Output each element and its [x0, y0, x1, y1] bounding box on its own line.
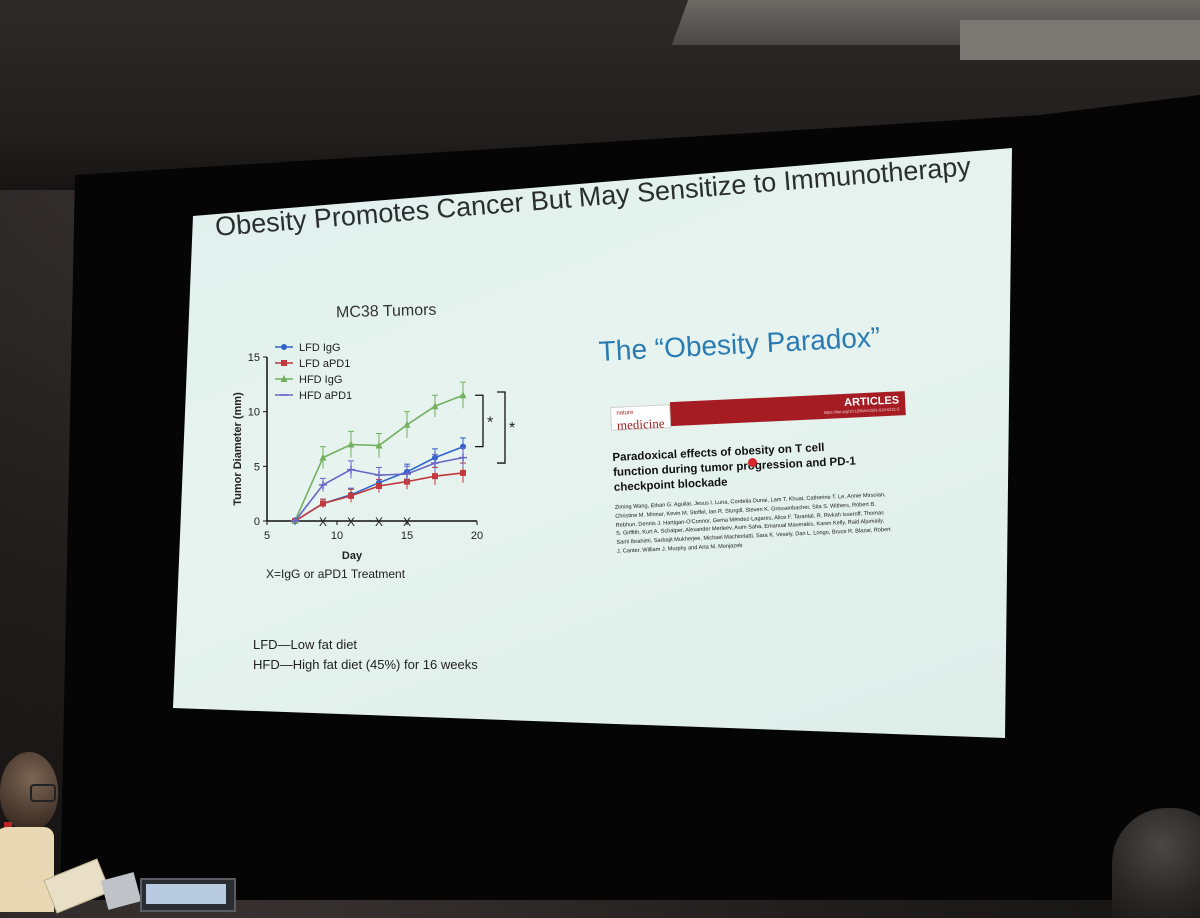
legend-label: LFD IgG [299, 342, 341, 354]
treatment-marker: X [347, 515, 355, 529]
glasses-icon [30, 784, 56, 802]
legend-label: LFD aPD1 [299, 358, 350, 370]
data-point [403, 469, 411, 478]
treatment-marker: X [319, 515, 327, 529]
person-head [0, 752, 58, 830]
chart-heading: MC38 Tumors [335, 301, 437, 322]
significance-star: * [509, 420, 515, 437]
legend-label: HFD aPD1 [299, 390, 352, 402]
person-body [0, 827, 54, 912]
legend-label: HFD IgG [299, 374, 342, 386]
data-point [432, 473, 438, 480]
data-point [291, 517, 299, 525]
data-point [431, 459, 439, 468]
y-tick-label: 5 [254, 461, 260, 473]
paper-title: Paradoxical effects of obesity on T cell… [612, 441, 856, 494]
ceiling-beam [960, 20, 1200, 60]
y-tick-label: 10 [248, 407, 260, 419]
data-point [404, 478, 410, 485]
nature-medicine-logo: nature medicine [610, 404, 671, 433]
x-tick-label: 15 [401, 530, 413, 542]
y-axis-label: Tumor Diameter (mm) [232, 392, 244, 506]
data-point [320, 500, 326, 507]
legend-marker [280, 375, 288, 382]
data-point [403, 420, 411, 428]
x-axis-label: Day [342, 550, 363, 562]
data-point [347, 440, 355, 448]
data-point [431, 402, 439, 410]
significance-bracket-outer [497, 391, 506, 464]
data-point [375, 441, 383, 449]
data-point [459, 391, 467, 399]
y-tick-label: 0 [254, 516, 260, 528]
data-point [347, 465, 355, 474]
significance-star: * [487, 415, 493, 432]
laser-pointer-dot [748, 458, 757, 467]
data-point [460, 469, 466, 476]
x-tick-label: 20 [471, 530, 483, 542]
data-point [376, 483, 382, 490]
laptop-screen [146, 884, 226, 904]
footnote-hfd: HFD—High fat diet (45%) for 16 weeks [253, 657, 478, 672]
paper-authors: Ziming Wang, Ethan G. Aguilar, Jesus I. … [614, 492, 891, 555]
x-tick-label: 10 [331, 530, 343, 542]
data-point [348, 492, 354, 499]
significance-bracket-inner [475, 394, 484, 448]
data-point [319, 480, 327, 489]
x-tick-label: 5 [264, 530, 270, 542]
data-point [319, 453, 327, 461]
data-point [459, 453, 467, 462]
paper-excerpt: nature medicine ARTICLES https://doi.org… [610, 391, 913, 580]
legend-marker [281, 360, 287, 366]
paper-doi: https://doi.org/10.1038/s41591-018-0221-… [823, 406, 900, 415]
legend-marker [281, 344, 287, 350]
treatment-marker: X [375, 515, 383, 529]
footnote-lfd: LFD—Low fat diet [253, 637, 358, 652]
treatment-marker: X [403, 515, 411, 529]
data-point [375, 471, 383, 480]
treatment-note: X=IgG or aPD1 Treatment [266, 567, 406, 581]
y-tick-label: 15 [248, 352, 260, 364]
audience-member-left [0, 752, 72, 912]
